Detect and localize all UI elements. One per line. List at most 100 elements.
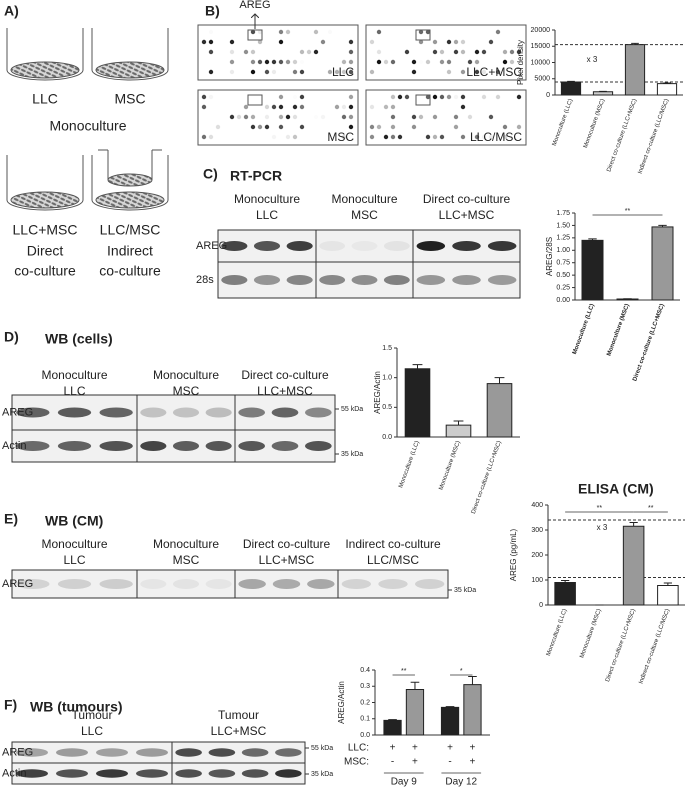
row-label: 28s xyxy=(196,274,214,286)
array-spot xyxy=(460,39,466,45)
array-spot xyxy=(300,60,304,64)
lane-header: MSC xyxy=(173,384,200,398)
bar xyxy=(554,582,576,606)
row-label: AREG xyxy=(2,406,33,418)
band xyxy=(378,579,408,589)
band xyxy=(208,748,236,757)
array-spot xyxy=(460,134,466,140)
x-tick-label: Day 9 xyxy=(391,777,418,788)
bar xyxy=(656,83,678,96)
array-spot xyxy=(299,104,305,110)
panel-label: C) xyxy=(203,166,218,182)
lane-header: LLC+MSC xyxy=(211,724,267,738)
array-spot xyxy=(432,134,438,140)
array-spot xyxy=(383,134,389,140)
array-spot xyxy=(425,59,431,65)
y-tick-label: 15000 xyxy=(531,43,551,50)
x-tick-label: Day 12 xyxy=(445,777,477,788)
array-spot xyxy=(404,94,410,100)
bar xyxy=(445,424,472,438)
lane-header: LLC xyxy=(81,724,103,738)
condition-sign: + xyxy=(390,743,396,754)
array-spot xyxy=(383,104,389,110)
bar xyxy=(657,585,679,606)
y-tick-label: 300 xyxy=(531,527,543,534)
y-tick-label: 100 xyxy=(531,577,543,584)
array-spot xyxy=(432,114,438,120)
bar xyxy=(581,239,604,301)
band xyxy=(275,769,302,778)
x-tick-label: Monoculture (MSC) xyxy=(583,98,606,149)
y-tick-label: 0.25 xyxy=(556,284,570,291)
lane-header: Monoculture xyxy=(153,537,219,551)
array-spot xyxy=(271,104,277,110)
array-spot xyxy=(369,69,375,75)
array-spot xyxy=(502,49,508,55)
areg-box xyxy=(247,29,263,41)
array-spot xyxy=(488,114,494,120)
well-bottom xyxy=(91,69,169,81)
y-tick-label: 0.00 xyxy=(556,297,570,304)
array-spot xyxy=(432,94,438,100)
array-spot xyxy=(474,69,480,75)
condition-sign: + xyxy=(412,757,418,768)
row-label: AREG xyxy=(2,578,33,590)
error-bar xyxy=(658,224,667,227)
array-spot xyxy=(243,104,249,110)
panel-label: A) xyxy=(4,3,19,19)
array-spot xyxy=(299,124,305,130)
well-bottom xyxy=(91,199,169,211)
error-bar xyxy=(629,522,638,527)
array-spot xyxy=(243,49,249,55)
lane-header: Tumour xyxy=(218,708,259,722)
array-spot xyxy=(341,104,347,110)
error-bar xyxy=(453,420,464,426)
bar xyxy=(486,383,513,438)
error-bar xyxy=(468,676,477,685)
bar xyxy=(440,706,460,736)
band xyxy=(205,441,232,451)
band xyxy=(305,407,332,418)
condition-label: LLC: xyxy=(348,743,369,754)
array-spot xyxy=(516,94,522,100)
band xyxy=(99,407,133,418)
bar xyxy=(592,91,614,96)
y-axis-label: AREG/Actin xyxy=(373,371,382,414)
y-tick-label: 0.75 xyxy=(556,260,570,267)
band xyxy=(16,579,50,589)
array-spot xyxy=(376,124,382,130)
error-bar xyxy=(494,377,505,384)
cell-layer xyxy=(10,61,80,79)
condition-sign: + xyxy=(447,743,453,754)
x-tick-label: Direct co-culture (LLC+MSC) xyxy=(471,440,503,515)
array-spot xyxy=(264,59,270,65)
array-spot xyxy=(328,30,332,34)
well-label: LLC xyxy=(32,91,58,107)
annotation: ** xyxy=(625,208,631,215)
array-spot xyxy=(257,59,263,65)
array-spot xyxy=(397,134,403,140)
array-spot xyxy=(348,94,354,100)
y-tick-label: 1.50 xyxy=(556,222,570,229)
band xyxy=(383,275,410,285)
lane-header: Indirect co-culture xyxy=(345,537,441,551)
y-tick-label: 1.00 xyxy=(556,247,570,254)
array-spot xyxy=(446,59,452,65)
array-spot xyxy=(250,29,256,35)
array-spot xyxy=(278,114,284,120)
panel-title: WB (cells) xyxy=(45,331,113,347)
x-tick-label: Monoculture (LLC) xyxy=(572,303,596,355)
y-tick-label: 1.25 xyxy=(556,235,570,242)
row-label: AREG xyxy=(196,240,227,252)
y-axis-label: AREG/28S xyxy=(545,237,554,276)
band xyxy=(136,769,168,778)
array-spot xyxy=(201,104,207,110)
array-spot xyxy=(348,104,354,110)
size-marker: 55 kDa xyxy=(341,406,363,413)
array-spot xyxy=(285,134,291,140)
band xyxy=(319,241,346,251)
band xyxy=(415,579,445,589)
lane-header: LLC xyxy=(63,384,85,398)
error-bar xyxy=(567,80,575,82)
band xyxy=(452,241,481,251)
